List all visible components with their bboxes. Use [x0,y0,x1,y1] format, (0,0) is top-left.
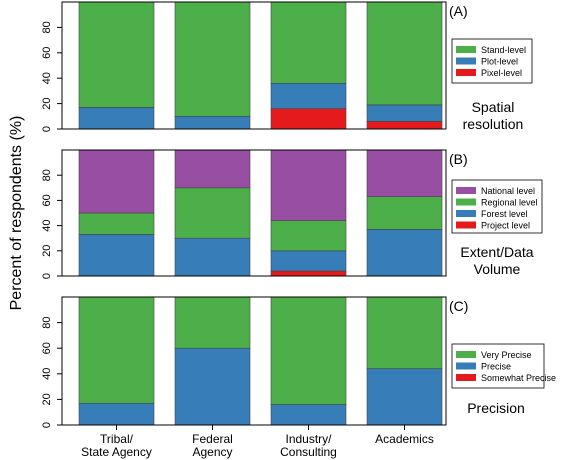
bar-segment-very-precise-3 [270,296,347,405]
panel-title: Spatial resolution [463,99,524,132]
legend-swatch [456,187,476,194]
bar-segment-project-level-3 [270,270,347,277]
plot-frame [61,1,447,130]
chart-panel-3: 0 20 40 60 80 (C) Very Precise PreciseSomewhat … [41,296,556,428]
bar-segment-regional-level-2 [174,187,251,239]
bar-segment-very-precise-2 [174,296,251,349]
legend-entry: Pixel-level [481,68,522,78]
bar-segment-precise-4 [366,368,443,426]
y-tick-label: 80 [41,169,53,181]
bar-segment-regional-level-1 [78,212,155,235]
legend-entry: Plot-level [481,57,518,67]
legend-swatch [456,362,476,370]
bar-segment-plot-level-1 [78,107,155,130]
bar-segment-forest-level-3 [270,250,347,272]
bar-segment-national-level-2 [174,149,251,189]
y-tick-label: 20 [41,393,53,405]
legend-entry: Project level [481,221,530,231]
legend-entry: Precise [481,362,511,372]
legend-swatch [456,69,476,76]
x-category-label: Tribal/State Agency [81,432,152,459]
bar-segment-precise-2 [174,347,251,426]
y-tick-label: 0 [41,422,53,428]
panel-label: (A) [449,3,468,19]
legend-entry: Somewhat Precise [481,373,556,383]
y-tick-label: 20 [41,245,53,257]
bar-segment-forest-level-1 [78,234,155,277]
bar-segment-stand-level-1 [78,1,155,108]
bar-segment-national-level-3 [270,149,347,221]
y-tick-label: 60 [41,342,53,354]
bar-segment-very-precise-4 [366,296,443,369]
legend-swatch [456,57,476,65]
bar-segment-national-level-1 [78,149,155,214]
panel-title: Extent/Data Volume [460,244,533,277]
y-tick-label: 40 [41,72,53,84]
legend-swatch [456,351,476,358]
y-tick-label: 80 [41,316,53,328]
legend-entry: Stand-level [481,45,526,55]
y-tick-label: 0 [41,126,53,132]
x-category-label: Academics [375,432,434,446]
legend-entry: Regional level [481,198,538,208]
y-tick-label: 40 [41,368,53,380]
bar-segment-plot-level-3 [270,82,347,109]
panel-label: (B) [449,151,468,167]
chart-panel-2: 0 20 40 60 80 (B) National level Regional level… [41,149,543,279]
bar-segment-regional-level-4 [366,196,443,230]
bar-segment-precise-1 [78,402,155,426]
y-tick-label: 60 [41,47,53,59]
y-tick-label: 60 [41,194,53,206]
y-tick-label: 20 [41,97,53,109]
bar-segment-pixel-level-4 [366,121,443,130]
panel-label: (C) [449,298,468,314]
legend-swatch [456,46,476,53]
legend-entry: Very Precise [481,350,532,360]
y-axis-label: Percent of respondents (%) [8,116,25,311]
bar-segment-stand-level-4 [366,1,443,106]
y-tick-label: 80 [41,21,53,33]
legend-entry: Forest level [481,209,528,219]
plot-frame [61,149,447,277]
bar-segment-plot-level-4 [366,104,443,122]
bar-segment-pixel-level-3 [270,108,347,130]
y-tick-label: 0 [41,273,53,279]
y-tick-label: 40 [41,219,53,231]
x-category-label: Industry/Consulting [280,432,337,459]
bar-segment-stand-level-2 [174,1,251,117]
bar-segment-forest-level-4 [366,229,443,277]
bar-segment-plot-level-2 [174,116,251,130]
legend-entry: National level [481,186,535,196]
legend-swatch [456,198,476,206]
panel-title: Precision [467,400,525,416]
chart-panel-1: 0 20 40 60 80 (A) Stand-level Plot-levelPixel-l… [41,1,533,132]
bar-segment-stand-level-3 [270,1,347,84]
legend-swatch [456,221,476,229]
plot-frame [61,296,447,426]
bar-segment-national-level-4 [366,149,443,197]
bar-segment-regional-level-3 [270,220,347,252]
bar-segment-forest-level-2 [174,237,251,277]
legend-swatch [456,210,476,217]
legend-swatch [456,374,476,381]
bar-segment-very-precise-1 [78,296,155,404]
bar-segment-precise-3 [270,404,347,426]
x-category-label: Federal Agency [192,432,233,459]
